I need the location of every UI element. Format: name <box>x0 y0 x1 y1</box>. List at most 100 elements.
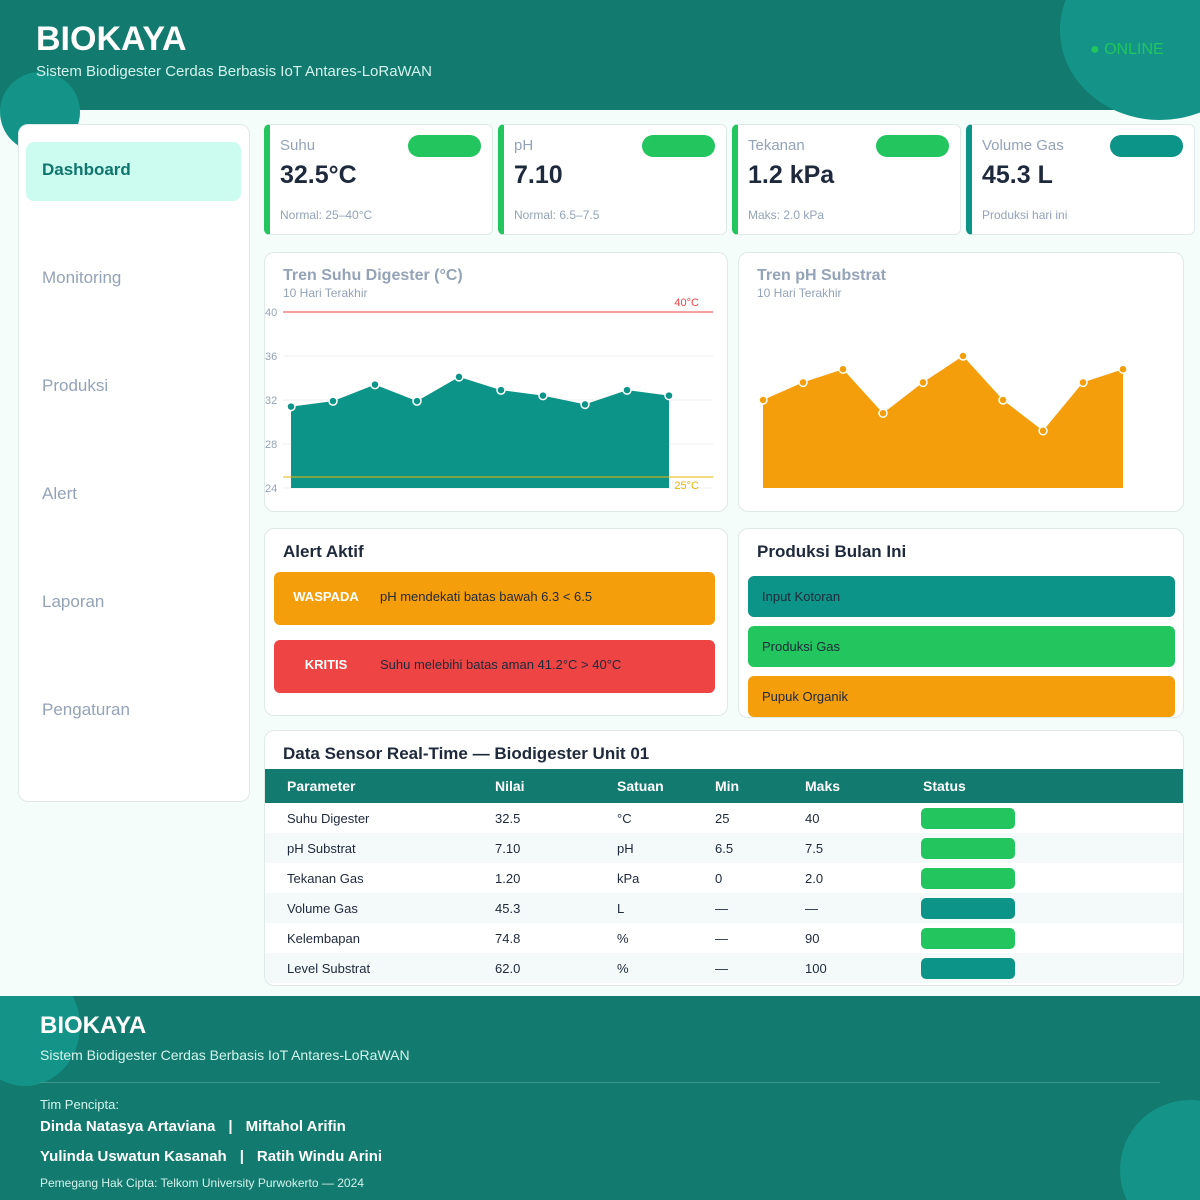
column-header: Satuan <box>617 778 664 794</box>
footer: BIOKAYA Sistem Biodigester Cerdas Berbas… <box>0 996 1200 1200</box>
nav-item[interactable]: Pengaturan <box>42 700 130 719</box>
point <box>286 401 296 412</box>
nav-item[interactable]: Alert <box>42 484 77 503</box>
table-cell: Level Substrat <box>287 961 371 976</box>
production-label: Input Kotoran <box>762 589 841 604</box>
status-pill <box>921 838 1015 859</box>
stat-card: Tekanan 1.2 kPa Maks: 2.0 kPa <box>732 124 961 235</box>
table-row <box>265 863 1183 893</box>
production-bar: Produksi Gas <box>748 626 1175 667</box>
point <box>496 385 506 395</box>
table-cell: kPa <box>617 871 640 886</box>
table-cell: Volume Gas <box>287 901 358 916</box>
member: Dinda Natasya Artaviana <box>40 1118 216 1135</box>
nav-item[interactable]: Produksi <box>42 376 109 395</box>
status-pill <box>921 958 1015 979</box>
y-tick-label: 24 <box>265 483 277 495</box>
team-line: Yulinda Uswatun Kasanah | Ratih Windu Arin… <box>40 1148 382 1165</box>
column-header: Status <box>923 778 966 794</box>
card-value: 45.3 L <box>982 161 1053 189</box>
table-cell: pH Substrat <box>287 841 356 856</box>
table-row <box>265 803 1183 833</box>
production-bar: Pupuk Organik <box>748 676 1175 717</box>
alert: KRITIS Suhu melebihi batas aman 41.2°C > … <box>274 640 715 693</box>
chart-title: Tren pH Substrat <box>757 267 887 284</box>
point <box>878 408 888 418</box>
table-cell: Kelembapan <box>287 931 360 946</box>
point <box>758 395 768 405</box>
nav-item[interactable]: Laporan <box>42 592 105 611</box>
point <box>918 377 928 388</box>
copyright: Pemegang Hak Cipta: Telkom University Pu… <box>40 1176 364 1190</box>
card-note: Produksi hari ini <box>982 208 1068 222</box>
point <box>1078 377 1088 388</box>
table-cell: — <box>715 931 728 946</box>
table-cell: % <box>617 931 629 946</box>
subtitle: Sistem Biodigester Cerdas Berbasis IoT A… <box>36 63 432 80</box>
point <box>370 379 380 390</box>
point <box>798 377 808 388</box>
footer-subtitle: Sistem Biodigester Cerdas Berbasis IoT A… <box>40 1047 410 1063</box>
table-cell: 74.8 <box>495 931 521 946</box>
alert-level: KRITIS <box>304 657 348 672</box>
table-cell: 25 <box>715 811 730 826</box>
decor <box>1120 1100 1200 1200</box>
column-header: Min <box>715 778 740 794</box>
alert-message: pH mendekati batas bawah 6.3 < 6.5 <box>380 589 593 604</box>
card-label: Volume Gas <box>982 137 1064 154</box>
table-row <box>265 893 1183 923</box>
header: BIOKAYA Sistem Biodigester Cerdas Berbas… <box>0 0 1200 152</box>
card-badge <box>408 135 481 157</box>
alert-message: Suhu melebihi batas aman 41.2°C > 40°C <box>380 657 622 672</box>
y-tick-label: 40 <box>265 307 277 319</box>
title: BIOKAYA <box>36 20 187 58</box>
table-cell: % <box>617 961 629 976</box>
table-cell: — <box>805 901 818 916</box>
table-cell: L <box>617 901 625 916</box>
table-cell: 6.5 <box>715 841 734 856</box>
table-cell: 7.5 <box>805 841 824 856</box>
table-cell: Suhu Digester <box>287 811 370 826</box>
table-cell: pH <box>617 841 634 856</box>
table-row <box>265 923 1183 953</box>
nav-item[interactable]: Dashboard <box>42 160 131 179</box>
point <box>454 372 464 382</box>
production-panel: Produksi Bulan Ini Input Kotoran Produksi … <box>738 528 1184 718</box>
chart-title: Tren Suhu Digester (°C) <box>283 267 463 284</box>
production-bar: Input Kotoran <box>748 576 1175 617</box>
point <box>328 396 338 406</box>
card-value: 1.2 kPa <box>748 161 835 189</box>
stat-card: Suhu 32.5°C Normal: 25–40°C <box>264 124 493 235</box>
point <box>838 364 848 374</box>
alert-level: WASPADA <box>293 589 359 604</box>
area <box>763 356 1123 488</box>
chart-panel: Tren pH Substrat 10 Hari Terakhir <box>738 252 1184 512</box>
table-panel: Data Sensor Real-Time — Biodigester Unit… <box>264 730 1184 986</box>
chart: Tren pH Substrat 10 Hari Terakhir <box>757 267 1128 488</box>
y-tick-label: 36 <box>265 351 277 363</box>
column-header: Maks <box>805 778 841 794</box>
card-badge <box>642 135 715 157</box>
y-tick-label: 28 <box>265 439 277 451</box>
alert: WASPADA pH mendekati batas bawah 6.3 < 6.… <box>274 572 715 625</box>
card-value: 32.5°C <box>280 161 357 189</box>
decor <box>1060 0 1200 120</box>
card-note: Normal: 25–40°C <box>280 208 373 222</box>
team-label: Tim Pencipta: <box>40 1097 119 1112</box>
table-header <box>265 769 1183 803</box>
alerts-panel: Alert Aktif WASPADA pH mendekati batas baw… <box>264 528 728 716</box>
point <box>1038 426 1048 436</box>
status-pill <box>921 808 1015 829</box>
status: ● ONLINE <box>1090 41 1164 58</box>
table-cell: — <box>715 961 728 976</box>
chart-subtitle: 10 Hari Terakhir <box>283 286 367 300</box>
nav-item[interactable]: Monitoring <box>42 268 122 287</box>
card-badge <box>1110 135 1183 157</box>
member: Ratih Windu Arini <box>256 1148 383 1165</box>
point <box>664 390 674 401</box>
point <box>1118 364 1128 374</box>
chart-subtitle: 10 Hari Terakhir <box>757 286 841 300</box>
stat-card: Volume Gas 45.3 L Produksi hari ini <box>966 124 1195 235</box>
nav-active <box>26 142 241 201</box>
